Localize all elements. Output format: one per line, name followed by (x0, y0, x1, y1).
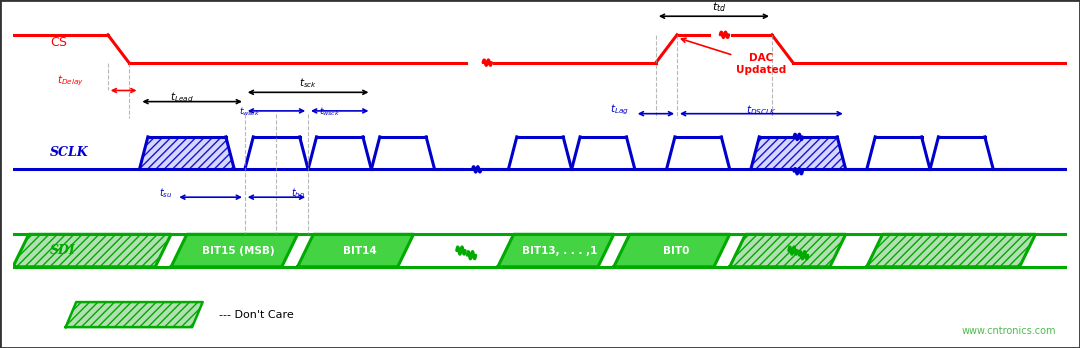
Text: BIT14: BIT14 (342, 246, 376, 255)
Text: $t_{Delay}$: $t_{Delay}$ (57, 73, 84, 88)
Text: SDI: SDI (50, 244, 76, 257)
Polygon shape (751, 137, 846, 169)
Text: $t_{wsck}$: $t_{wsck}$ (319, 106, 340, 118)
Polygon shape (498, 234, 613, 267)
Polygon shape (298, 234, 414, 267)
Text: $\overline{\rm CS}$: $\overline{\rm CS}$ (50, 34, 68, 50)
Text: SCLK: SCLK (50, 146, 89, 159)
Text: $t_{wsck}$: $t_{wsck}$ (240, 106, 260, 118)
Polygon shape (171, 234, 298, 267)
Text: DAC
Updated: DAC Updated (681, 38, 786, 75)
Text: BIT0: BIT0 (662, 246, 689, 255)
Text: --- Don't Care: --- Don't Care (218, 310, 294, 319)
Text: $t_{sck}$: $t_{sck}$ (299, 76, 318, 89)
Text: BIT13, . . . ,1: BIT13, . . . ,1 (522, 246, 597, 255)
Text: BIT15 (MSB): BIT15 (MSB) (202, 246, 274, 255)
Polygon shape (139, 137, 234, 169)
Polygon shape (13, 234, 171, 267)
Polygon shape (867, 234, 1036, 267)
Polygon shape (66, 302, 203, 327)
Text: $t_{Lead}$: $t_{Lead}$ (170, 90, 193, 104)
Text: www.cntronics.com: www.cntronics.com (962, 326, 1056, 337)
Polygon shape (613, 234, 730, 267)
Polygon shape (730, 234, 846, 267)
Text: $t_{td}$: $t_{td}$ (712, 1, 727, 14)
Text: $t_{DSCLK}$: $t_{DSCLK}$ (746, 104, 777, 117)
Text: $t_{su}$: $t_{su}$ (159, 186, 173, 200)
Text: $t_{ho}$: $t_{ho}$ (291, 186, 305, 200)
Text: $t_{Lag}$: $t_{Lag}$ (609, 103, 629, 117)
